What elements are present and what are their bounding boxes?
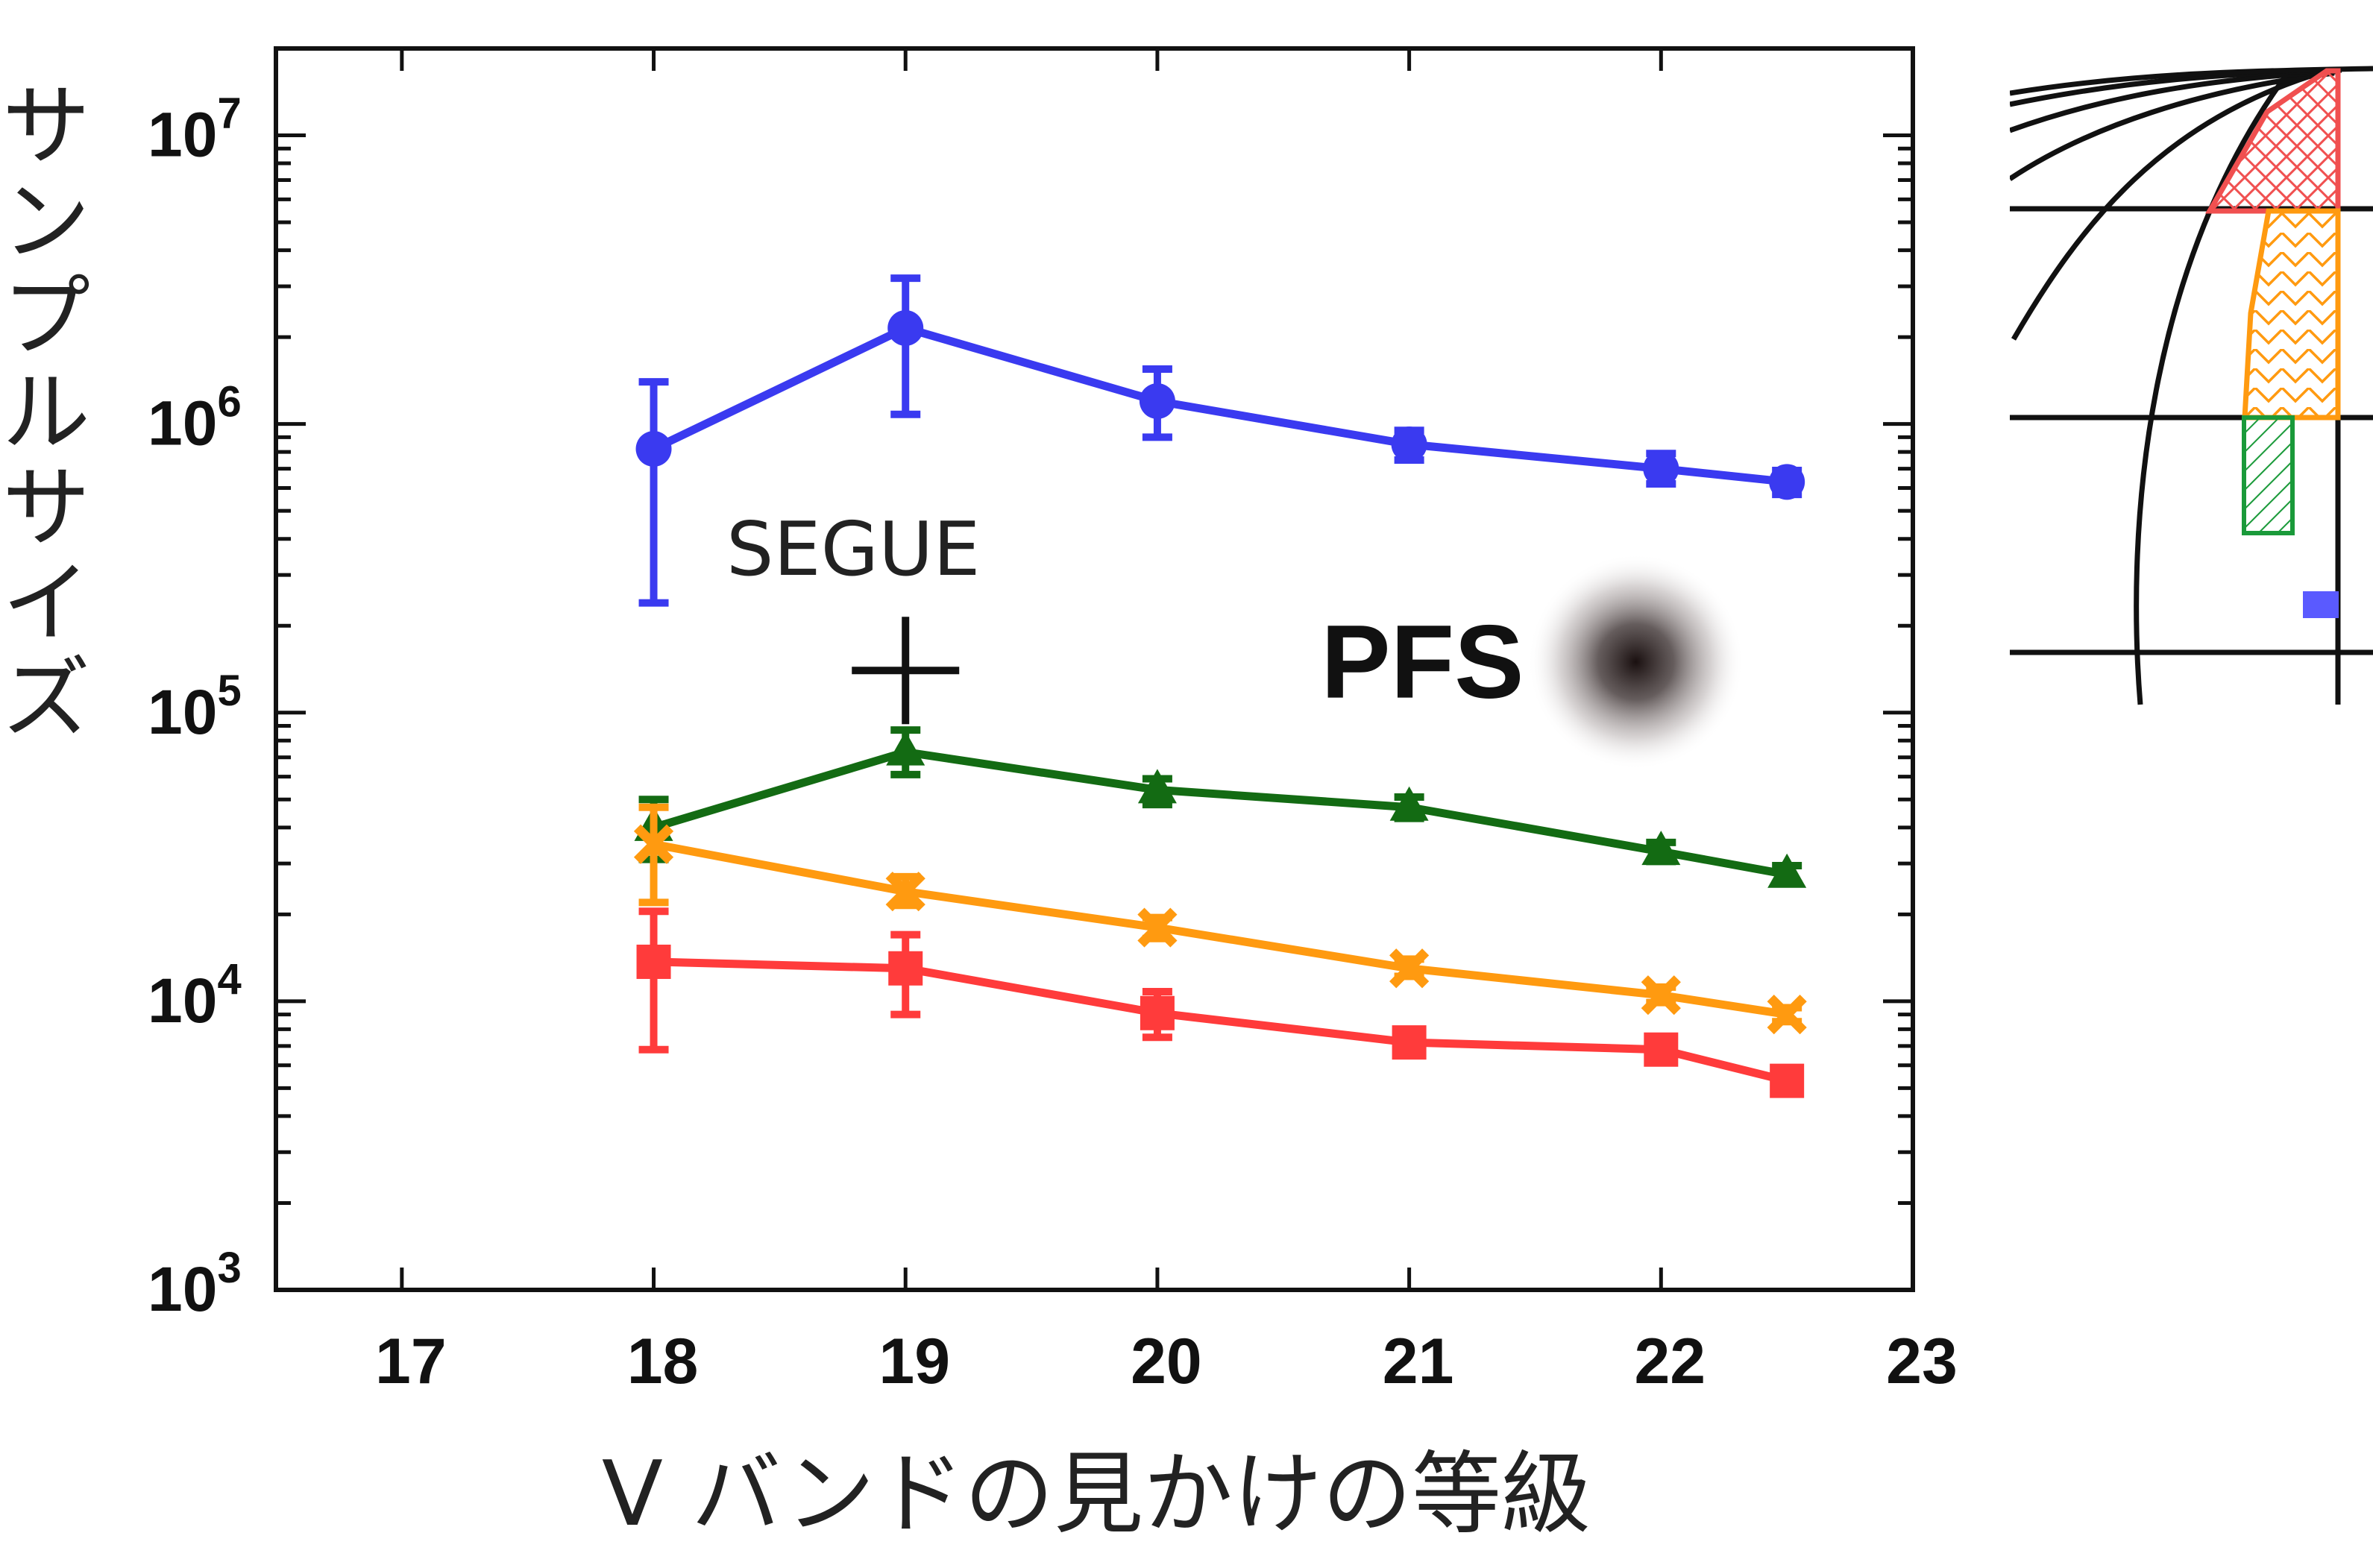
- data-point: [1767, 853, 1807, 888]
- x-tick-label: 21: [1383, 1326, 1454, 1397]
- data-point: [887, 309, 924, 346]
- segue-marker: [852, 617, 960, 725]
- x-tick-labels: 17 18 19 20 21 22 23: [375, 1326, 1958, 1397]
- data-point: [636, 944, 671, 979]
- annotations: SEGUE PFS: [726, 506, 1744, 770]
- y-tick-label: 105: [148, 667, 242, 747]
- y-axis-title-char: サ: [2, 456, 90, 559]
- data-point: [1140, 995, 1175, 1030]
- inset-region-blue: [2303, 591, 2339, 618]
- data-point: [1139, 382, 1175, 419]
- series-line: [652, 324, 1788, 486]
- y-axis-title-char: イ: [2, 552, 90, 655]
- data-point: [888, 951, 923, 986]
- data-point: [635, 431, 672, 467]
- x-tick-label: 22: [1634, 1326, 1706, 1397]
- y-axis-title-char: サ: [2, 75, 90, 177]
- series-line: [653, 957, 1788, 1085]
- y-tick-label: 103: [148, 1244, 242, 1324]
- inset-region-green: [2242, 415, 2295, 535]
- data-point: [1767, 995, 1807, 1035]
- series-line: [652, 748, 1788, 879]
- x-axis-title: V バンドの見かけの等級: [602, 1443, 1591, 1546]
- series-0: [635, 274, 1805, 607]
- y-tick-label: 106: [148, 378, 242, 459]
- inset-arc: [2010, 70, 2335, 181]
- inset-arc: [2010, 69, 2339, 133]
- data-point: [1770, 1063, 1805, 1098]
- data-point: [1641, 831, 1681, 866]
- series-line: [653, 840, 1788, 1019]
- segue-label: SEGUE: [726, 506, 981, 593]
- data-point: [1769, 464, 1805, 500]
- data-point: [1391, 426, 1427, 462]
- series-group: [633, 274, 1807, 1098]
- x-ticks: [400, 48, 1915, 1290]
- data-point: [1137, 769, 1177, 804]
- y-axis-title-char: プ: [2, 265, 90, 368]
- y-axis-title-char: ル: [2, 361, 90, 464]
- x-tick-label: 19: [879, 1326, 950, 1397]
- inset-arc: [2010, 66, 2373, 96]
- inset-map: [2010, 66, 2373, 705]
- data-point: [633, 824, 674, 864]
- x-tick-label: 17: [375, 1326, 447, 1397]
- y-tick-labels: 103 104 105 106 107: [148, 89, 242, 1324]
- x-tick-label: 23: [1886, 1326, 1958, 1397]
- y-tick-label: 104: [148, 955, 242, 1036]
- inset-arc: [2134, 69, 2292, 705]
- pfs-label: PFS: [1321, 603, 1524, 720]
- y-tick-label: 107: [148, 89, 242, 170]
- data-point: [1641, 975, 1681, 1016]
- y-ticks: [276, 46, 1913, 1292]
- data-point: [1389, 948, 1430, 989]
- y-axis-title-char: ン: [2, 170, 90, 273]
- series-2: [633, 803, 1807, 1035]
- inset-region-orange: [2242, 208, 2341, 421]
- data-point: [1389, 786, 1429, 821]
- data-point: [1643, 450, 1679, 487]
- data-point: [1137, 907, 1178, 948]
- pfs-marker: [1527, 553, 1744, 770]
- x-tick-label: 20: [1131, 1326, 1202, 1397]
- series-3: [636, 907, 1805, 1098]
- data-point: [885, 872, 925, 912]
- x-tick-label: 18: [627, 1326, 699, 1397]
- plot-frame: [274, 46, 1915, 1292]
- inset-arc: [2011, 68, 2328, 341]
- data-point: [886, 731, 925, 766]
- data-point: [1392, 1025, 1427, 1060]
- data-point: [1644, 1032, 1679, 1067]
- y-axis-title-char: ズ: [2, 647, 90, 750]
